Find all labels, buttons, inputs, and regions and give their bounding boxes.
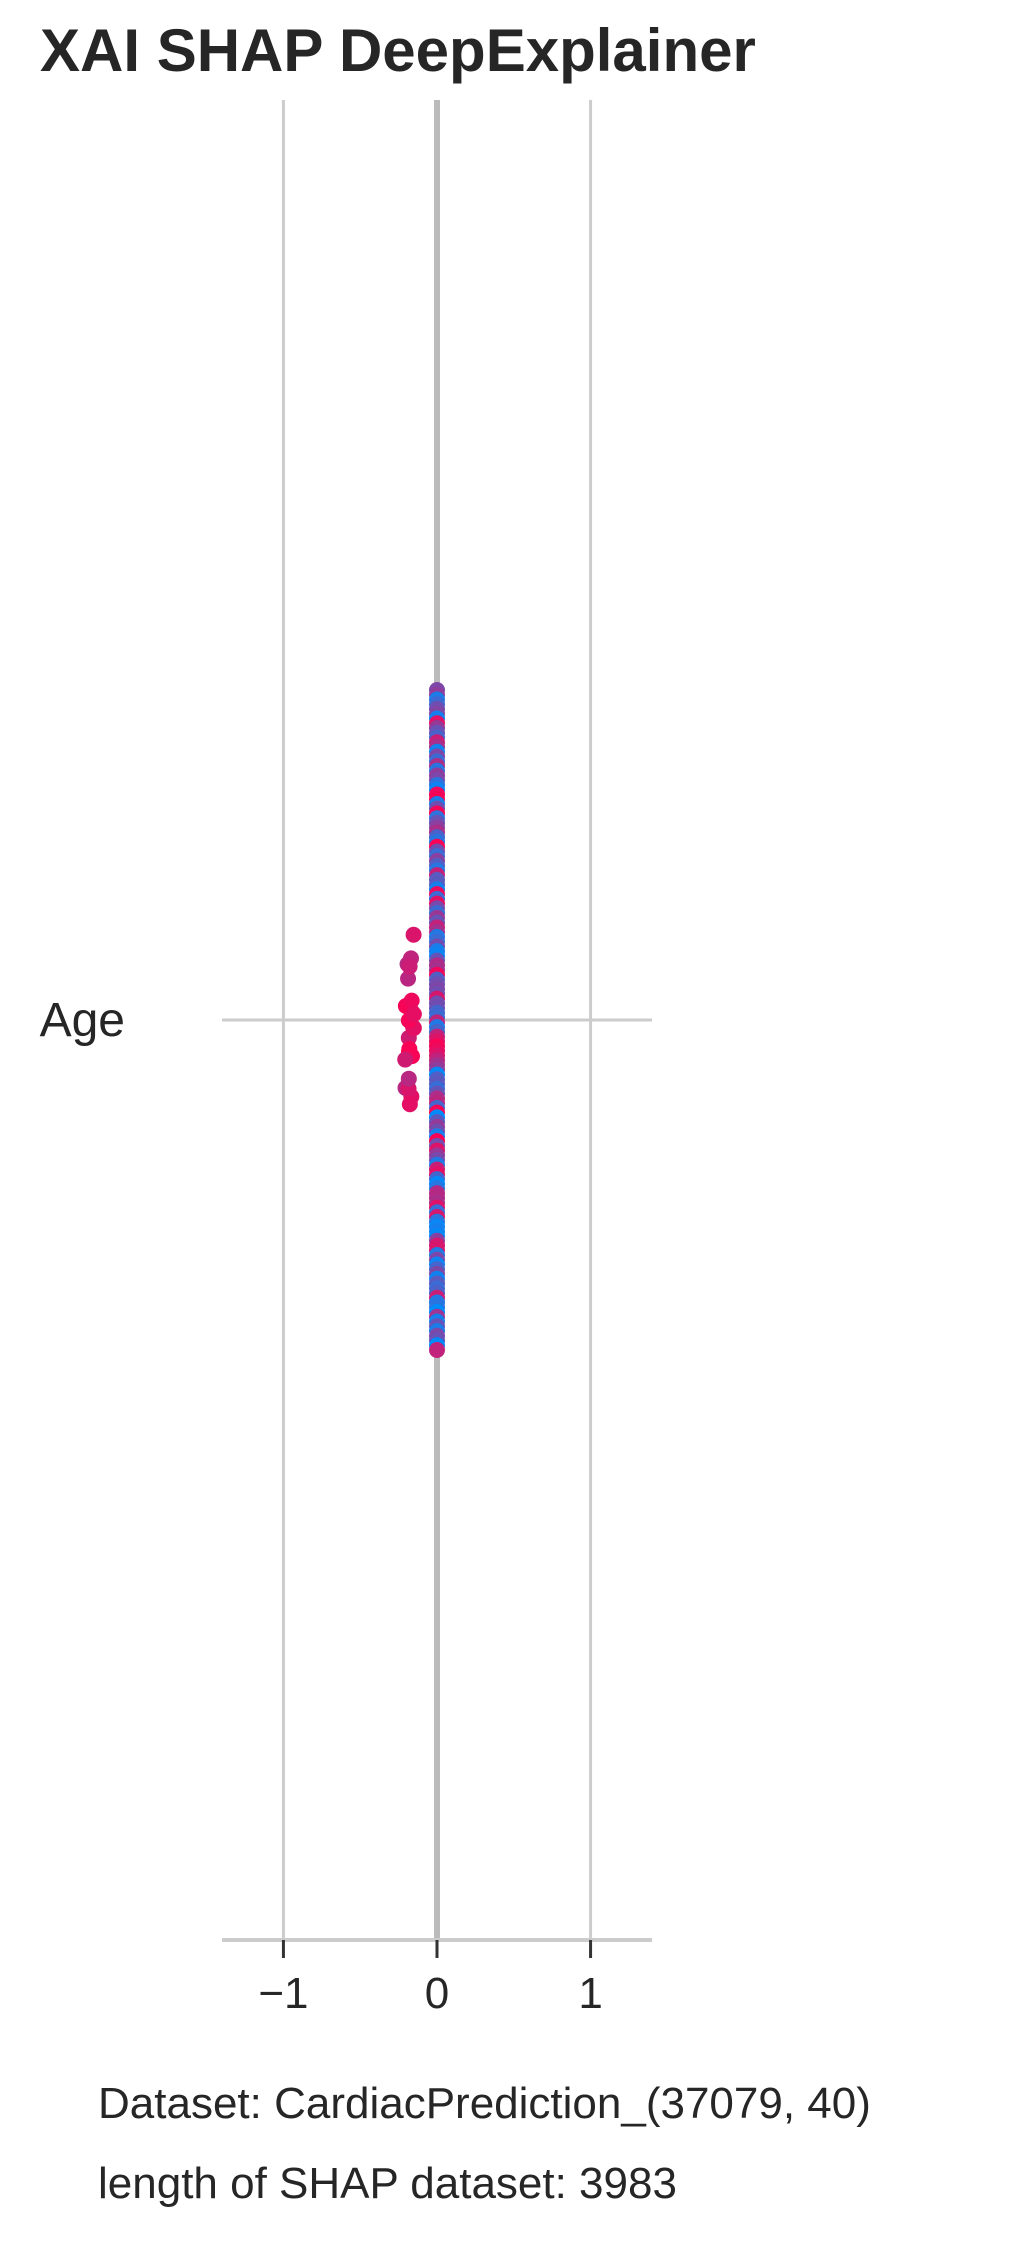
shap-length-caption: length of SHAP dataset: 3983 bbox=[98, 2159, 677, 2208]
x-tick-label-1: 0 bbox=[425, 1969, 449, 2018]
shap-point-139 bbox=[429, 1342, 445, 1358]
x-tick-label-2: 1 bbox=[578, 1969, 602, 2018]
dataset-caption: Dataset: CardiacPrediction_(37079, 40) bbox=[98, 2079, 871, 2128]
shap-point-161 bbox=[405, 926, 422, 943]
shap-point-154 bbox=[401, 1096, 418, 1113]
x-tick-label-0: −1 bbox=[258, 1969, 308, 2018]
shap-points bbox=[397, 682, 445, 1358]
shap-point-153 bbox=[400, 1070, 417, 1087]
chart-title: XAI SHAP DeepExplainer bbox=[40, 17, 756, 84]
shap-point-160 bbox=[401, 958, 418, 975]
shap-point-142 bbox=[400, 970, 417, 987]
shap-point-155 bbox=[403, 992, 420, 1009]
shap-point-158 bbox=[405, 1006, 422, 1023]
feature-labels: Age bbox=[40, 994, 125, 1047]
x-axis: −1 0 1 bbox=[222, 1938, 652, 2018]
feature-label-0: Age bbox=[40, 994, 125, 1047]
shap-point-157 bbox=[397, 1051, 414, 1068]
